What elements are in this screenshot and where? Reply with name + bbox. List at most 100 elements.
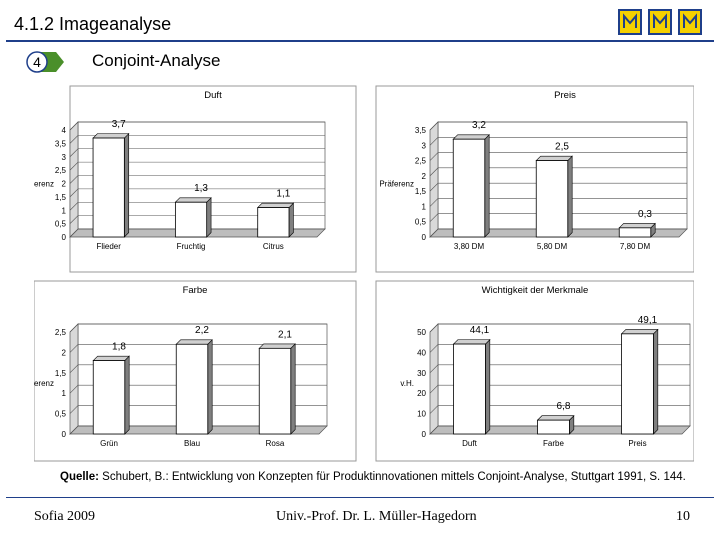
bar-top: [175, 339, 213, 345]
y-tick-label: 0: [62, 430, 67, 439]
y-tick-label: 2: [62, 180, 67, 189]
bar-top: [536, 415, 575, 421]
bar-top: [92, 355, 130, 361]
chart-gridline: [69, 175, 325, 184]
footer-author: Univ.-Prof. Dr. L. Müller-Hagedorn: [276, 509, 477, 524]
x-tick-label: 5,80 DM: [537, 242, 568, 251]
source-text: Schubert, B.: Entwicklung von Konzepten …: [98, 471, 686, 483]
bar: [621, 333, 654, 435]
chart-gridline: [429, 136, 687, 146]
bar-top: [92, 133, 130, 139]
y-tick-label: 0: [422, 430, 427, 439]
chart-gridline: [429, 167, 687, 177]
bar: [618, 227, 652, 238]
bar-top: [256, 202, 295, 208]
y-axis-label: Präferenz: [34, 180, 54, 189]
bar-top: [258, 343, 296, 349]
y-tick-label: 1,5: [415, 187, 427, 196]
y-tick-label: 2,5: [55, 166, 67, 175]
y-tick-label: 40: [417, 348, 426, 357]
chart-gridline: [69, 188, 325, 198]
bar-top: [535, 155, 573, 161]
university-logo-icon: [618, 9, 642, 35]
bar: [258, 347, 292, 435]
bar-top: [452, 339, 491, 345]
bar: [174, 201, 208, 238]
chart-gridline: [69, 344, 327, 353]
data-label: 1,8: [112, 342, 126, 353]
y-tick-label: 3,5: [55, 139, 67, 148]
data-label: 2,1: [278, 329, 292, 340]
data-label: 2,2: [195, 325, 209, 336]
bar-side: [485, 338, 491, 435]
bar-side: [288, 202, 294, 238]
x-tick-label: Farbe: [543, 439, 564, 448]
data-label: 2,5: [555, 142, 569, 153]
y-tick-label: 0: [62, 233, 67, 242]
y-tick-label: 3: [422, 141, 427, 150]
chart-gridline: [69, 323, 327, 333]
data-label: 1,3: [194, 183, 208, 194]
y-tick-label: 4: [62, 126, 67, 135]
university-logo-icon: [678, 9, 702, 35]
bar-side: [290, 343, 296, 435]
chart-gridline: [69, 201, 325, 211]
x-tick-label: Fruchtig: [177, 242, 206, 251]
bar-top: [618, 223, 656, 229]
chart-side-wall: [429, 121, 439, 238]
section-subtitle: Conjoint-Analyse: [92, 51, 221, 70]
source-citation: Quelle: Schubert, B.: Entwicklung von Ko…: [60, 471, 686, 483]
data-label: 3,7: [112, 119, 126, 130]
y-tick-label: 20: [417, 389, 426, 398]
data-label: 1,1: [276, 189, 290, 200]
chart-gridline: [429, 425, 690, 435]
y-tick-label: 1: [62, 206, 67, 215]
chart-side-wall: [69, 323, 79, 435]
y-tick-label: 30: [417, 369, 426, 378]
chart-gridline: [429, 198, 687, 207]
chart-gridline: [69, 228, 325, 238]
y-tick-label: 0,5: [415, 218, 427, 227]
chart-gridline: [429, 213, 687, 222]
chart-gridline: [69, 135, 325, 144]
bar: [175, 343, 209, 435]
chart-title: Duft: [204, 90, 222, 101]
y-tick-label: 3: [62, 153, 67, 162]
y-tick-label: 2: [422, 172, 427, 181]
bar-side: [206, 197, 212, 238]
bar-top: [620, 329, 659, 335]
bar-side: [207, 339, 213, 435]
x-tick-label: 7,80 DM: [620, 242, 651, 251]
bar-side: [124, 132, 130, 238]
y-tick-label: 1: [422, 202, 427, 211]
page-number: 10: [676, 509, 690, 524]
data-label: 0,3: [638, 209, 652, 220]
bar-top: [452, 134, 490, 140]
bar: [535, 160, 569, 238]
bar: [453, 343, 486, 435]
y-tick-label: 0: [422, 233, 427, 242]
chart-gridline: [429, 152, 687, 161]
chart-gridline: [69, 384, 327, 394]
page-title: 4.1.2 Imageanalyse: [14, 14, 172, 34]
header-divider: [6, 40, 714, 42]
x-tick-label: 3,80 DM: [454, 242, 485, 251]
chart-gridline: [429, 323, 690, 333]
data-label: 49,1: [638, 315, 658, 326]
y-tick-label: 2,5: [55, 328, 67, 337]
bar-side: [124, 355, 130, 435]
footer-divider: [6, 497, 714, 498]
bar-side: [653, 328, 659, 435]
x-tick-label: Rosa: [266, 439, 285, 448]
data-label: 44,1: [470, 325, 490, 336]
chart-gridline: [69, 405, 327, 414]
y-tick-label: 0,5: [55, 220, 67, 229]
y-tick-label: 1,5: [55, 193, 67, 202]
section-badge: 4: [26, 51, 64, 73]
y-axis-label: Präferenz: [379, 180, 414, 189]
y-axis-label: v.H.: [400, 379, 414, 388]
y-tick-label: 2,5: [415, 157, 427, 166]
chart-title: Farbe: [183, 285, 208, 296]
section-number: 4: [33, 54, 41, 70]
chart-title: Preis: [554, 90, 576, 101]
